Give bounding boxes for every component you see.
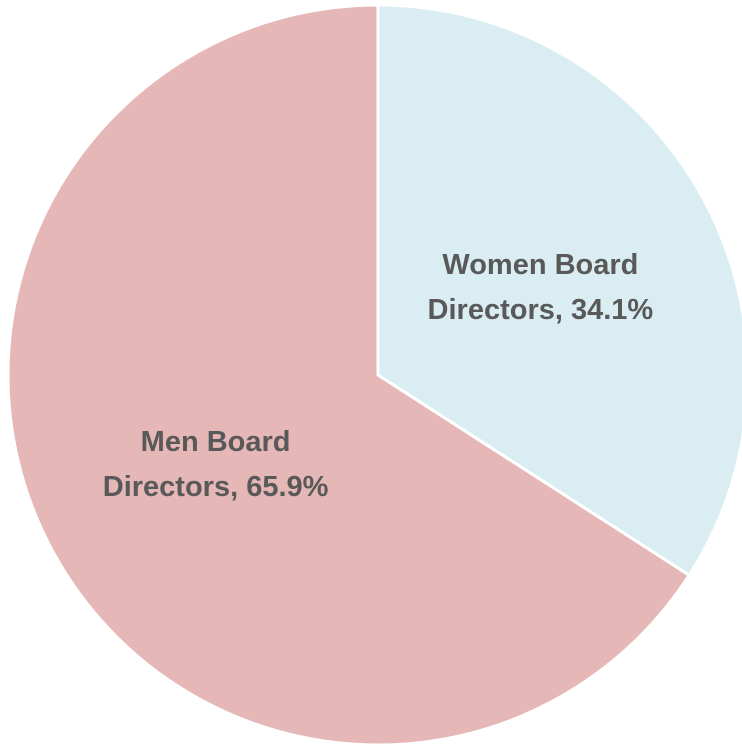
data-label: Women Board Directors, 34.1% <box>428 249 654 326</box>
data-label: Men Board Directors, 65.9% <box>103 426 329 503</box>
pie-slice <box>6 3 692 745</box>
